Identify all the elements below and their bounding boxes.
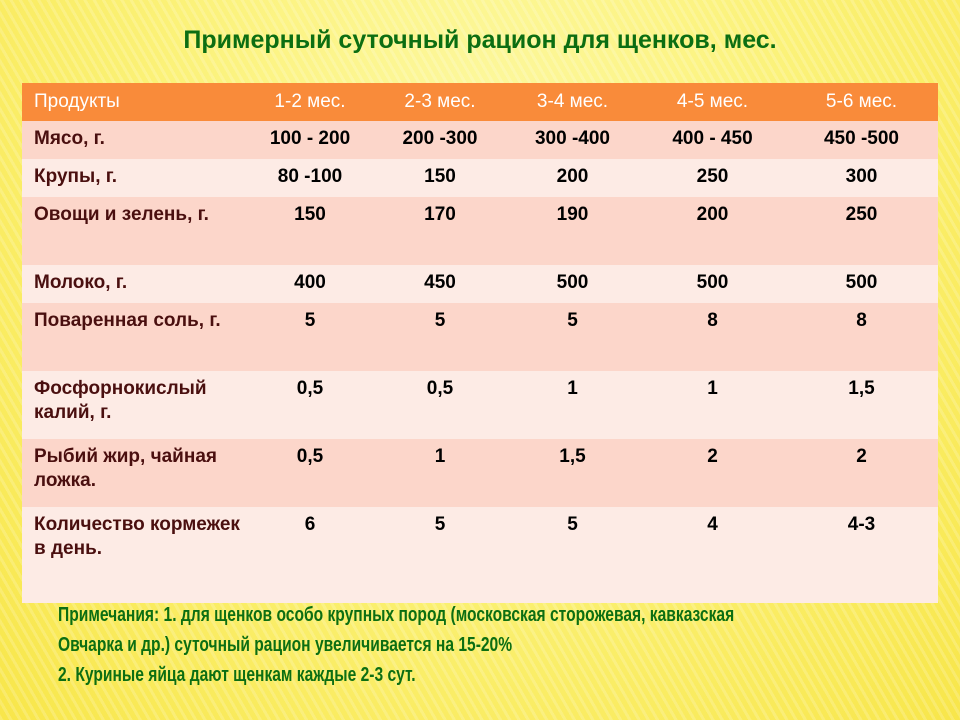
table-cell: 100 - 200 (245, 121, 375, 159)
column-header: 1-2 мес. (245, 83, 375, 121)
column-header: 5-6 мес. (785, 83, 938, 121)
table-cell: 1 (505, 371, 640, 439)
table-row: Овощи и зелень, г. 150 170 190 200 250 (22, 197, 938, 265)
note-line: 2. Куриные яйца дают щенкам каждые 2-3 с… (58, 664, 416, 686)
table-cell: 300 -400 (505, 121, 640, 159)
table-cell: 4-3 (785, 507, 938, 603)
table-cell: 8 (640, 303, 785, 371)
table-cell: 1 (375, 439, 505, 507)
table-cell: 5 (245, 303, 375, 371)
table-cell: 4 (640, 507, 785, 603)
table-row: Крупы, г. 80 -100 150 200 250 300 (22, 159, 938, 197)
table-cell: 0,5 (375, 371, 505, 439)
table-cell: 5 (375, 507, 505, 603)
column-header: 4-5 мес. (640, 83, 785, 121)
table-cell: 5 (375, 303, 505, 371)
ration-table: Продукты 1-2 мес. 2-3 мес. 3-4 мес. 4-5 мес.… (22, 83, 938, 603)
table-cell: 8 (785, 303, 938, 371)
table-cell: 1,5 (505, 439, 640, 507)
table-cell: 150 (245, 197, 375, 265)
notes: Примечания: 1. для щенков особо крупных … (58, 600, 734, 690)
table-cell: 2 (785, 439, 938, 507)
table-cell: 150 (375, 159, 505, 197)
table-cell: 5 (505, 303, 640, 371)
table-row: Молоко, г. 400 450 500 500 500 (22, 265, 938, 303)
product-name: Крупы, г. (22, 159, 245, 197)
product-name: Поваренная соль, г. (22, 303, 245, 371)
table-cell: 0,5 (245, 439, 375, 507)
table-cell: 80 -100 (245, 159, 375, 197)
column-header: 2-3 мес. (375, 83, 505, 121)
table-cell: 200 (640, 197, 785, 265)
product-name: Овощи и зелень, г. (22, 197, 245, 265)
table-cell: 500 (505, 265, 640, 303)
table-cell: 5 (505, 507, 640, 603)
table-cell: 400 - 450 (640, 121, 785, 159)
product-name: Молоко, г. (22, 265, 245, 303)
table-cell: 400 (245, 265, 375, 303)
table-cell: 200 (505, 159, 640, 197)
table-cell: 2 (640, 439, 785, 507)
table-row: Поваренная соль, г. 5 5 5 8 8 (22, 303, 938, 371)
table-cell: 0,5 (245, 371, 375, 439)
table-row: Рыбий жир, чайная ложка. 0,5 1 1,5 2 2 (22, 439, 938, 507)
table-cell: 250 (640, 159, 785, 197)
table-cell: 190 (505, 197, 640, 265)
table-cell: 500 (640, 265, 785, 303)
page-title: Примерный суточный рацион для щенков, ме… (183, 26, 777, 54)
table-cell: 1 (640, 371, 785, 439)
product-name: Мясо, г. (22, 121, 245, 159)
table-row: Количество кормежек в день. 6 5 5 4 4-3 (22, 507, 938, 603)
column-header: Продукты (22, 83, 245, 121)
table-cell: 6 (245, 507, 375, 603)
product-name: Фосфорнокислый калий, г. (22, 371, 245, 439)
product-name: Количество кормежек в день. (22, 507, 245, 603)
table-cell: 500 (785, 265, 938, 303)
table-cell: 200 -300 (375, 121, 505, 159)
product-name: Рыбий жир, чайная ложка. (22, 439, 245, 507)
note-line: Овчарка и др.) суточный рацион увеличива… (58, 634, 513, 656)
table-cell: 170 (375, 197, 505, 265)
table-cell: 300 (785, 159, 938, 197)
table-cell: 450 (375, 265, 505, 303)
table-row: Фосфорнокислый калий, г. 0,5 0,5 1 1 1,5 (22, 371, 938, 439)
table-header-row: Продукты 1-2 мес. 2-3 мес. 3-4 мес. 4-5 мес.… (22, 83, 938, 121)
table-cell: 1,5 (785, 371, 938, 439)
table-row: Мясо, г. 100 - 200 200 -300 300 -400 400 - 4… (22, 121, 938, 159)
table-cell: 250 (785, 197, 938, 265)
note-line: Примечания: 1. для щенков особо крупных … (58, 604, 735, 626)
column-header: 3-4 мес. (505, 83, 640, 121)
table-cell: 450 -500 (785, 121, 938, 159)
